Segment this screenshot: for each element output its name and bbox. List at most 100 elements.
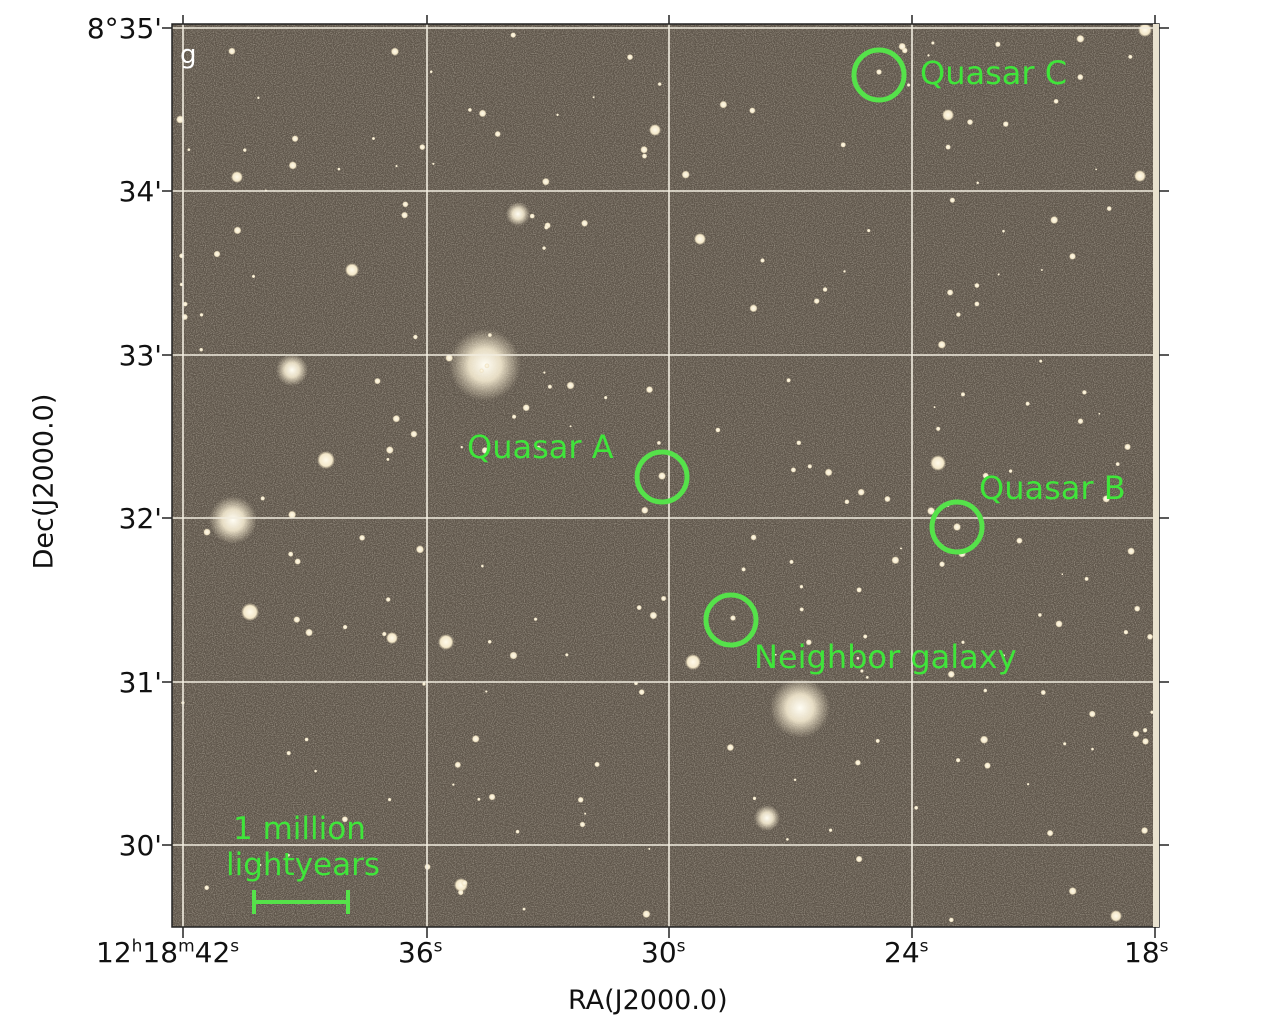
dec-tick-label: 32' [118, 502, 162, 535]
ra-tick-label: 30s [641, 936, 686, 969]
star [432, 162, 435, 166]
star [749, 304, 758, 313]
star [1069, 252, 1076, 260]
star [638, 688, 645, 696]
neighbor-galaxy-circle [703, 592, 759, 648]
star [1150, 710, 1154, 715]
star-field [176, 24, 1154, 923]
star [866, 228, 871, 233]
dec-tick-label: 31' [118, 666, 162, 699]
star [953, 523, 961, 531]
star [876, 69, 882, 75]
ra-tick-label: 12h18m42s [96, 936, 239, 969]
star [1115, 461, 1120, 467]
star [948, 917, 954, 923]
star [750, 534, 757, 541]
star [259, 863, 262, 867]
star [656, 440, 662, 446]
star [522, 907, 526, 911]
star [974, 301, 980, 307]
star [1106, 205, 1112, 212]
star [955, 312, 961, 318]
star [974, 282, 980, 289]
ra-seconds: 30 [641, 936, 677, 969]
star [288, 510, 297, 519]
star [529, 213, 535, 219]
star [906, 83, 911, 87]
ra-seconds: 18 [1124, 936, 1160, 969]
star [641, 506, 649, 515]
star [789, 559, 794, 565]
star [884, 495, 891, 503]
star [1123, 629, 1129, 635]
star [542, 246, 547, 251]
star [594, 761, 600, 768]
ra-tick-label: 24s [884, 936, 929, 969]
star [1138, 24, 1152, 37]
star [997, 273, 1000, 276]
star [412, 334, 418, 340]
star [979, 735, 989, 744]
star [862, 634, 868, 639]
star [402, 201, 409, 208]
star [1002, 654, 1006, 657]
star [241, 603, 259, 621]
neighbor-galaxy-label: Neighbor galaxy [754, 638, 1017, 676]
star [770, 678, 830, 738]
star [760, 258, 765, 263]
star [228, 47, 236, 55]
star [774, 653, 777, 656]
star [187, 148, 191, 152]
ra-seconds-unit: s [919, 936, 929, 957]
star [419, 143, 426, 151]
star [640, 145, 648, 154]
ra-tick-label: 18s [1124, 936, 1169, 969]
star [799, 584, 804, 589]
star [276, 354, 308, 386]
dec-tick-label: 34' [118, 175, 162, 208]
ra-hours-unit: h [131, 936, 143, 957]
star [199, 312, 204, 317]
star [233, 226, 242, 235]
star [305, 628, 314, 637]
star [487, 332, 493, 338]
star [457, 889, 464, 896]
star [947, 670, 955, 678]
dec-tick-label: 8°35' [86, 12, 162, 45]
star [314, 769, 318, 773]
star [1040, 268, 1044, 272]
star [385, 596, 391, 603]
star [337, 167, 341, 171]
star [1124, 443, 1132, 451]
star [484, 690, 488, 693]
star [478, 109, 487, 118]
star [345, 263, 359, 277]
star [807, 463, 813, 469]
star [1127, 54, 1133, 60]
star [204, 885, 210, 891]
star [494, 130, 501, 138]
star [231, 171, 243, 183]
star [786, 377, 791, 383]
star [1026, 782, 1030, 786]
star [256, 96, 260, 100]
star [260, 496, 266, 501]
star [1102, 495, 1111, 503]
star [1142, 727, 1148, 733]
star [805, 639, 812, 646]
star [899, 547, 903, 550]
star [479, 368, 484, 374]
quasar-b-label: Quasar B [979, 469, 1126, 507]
right-edge-strip [1153, 24, 1159, 927]
star [385, 446, 394, 454]
quasar-c-label: Quasar C [920, 54, 1068, 92]
star [342, 624, 348, 630]
star [983, 688, 988, 693]
star [1038, 359, 1043, 363]
star [636, 604, 642, 611]
star [541, 177, 550, 186]
star [875, 738, 881, 744]
star [1088, 710, 1096, 718]
star [961, 640, 965, 645]
